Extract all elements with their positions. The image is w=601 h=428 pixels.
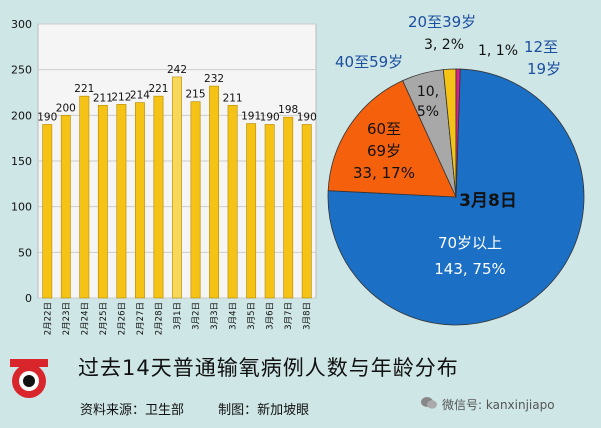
bar [301, 124, 312, 299]
bar-value-label: 211 [223, 92, 243, 104]
pie-slice-label: 143, 75% [434, 260, 506, 278]
x-tick-label: 3月7日 [284, 302, 294, 330]
bar [97, 104, 108, 299]
bar [246, 123, 257, 299]
bar-value-label: 198 [278, 104, 298, 116]
bar [153, 95, 164, 299]
bar [60, 115, 71, 299]
bar-value-label: 190 [297, 111, 317, 123]
pie-outside-label: 12至 [524, 38, 558, 56]
source-text: 资料来源：卫生部 [80, 403, 185, 418]
watermark: 微信号: kanxinjiapo [420, 396, 555, 413]
y-tick-label: 100 [11, 201, 32, 214]
x-tick-label: 3月3日 [210, 302, 220, 330]
bar [264, 124, 275, 299]
bar-value-label: 211 [93, 92, 113, 104]
bar [135, 102, 145, 299]
bar-value-label: 215 [186, 89, 206, 101]
bar [172, 76, 182, 299]
pie-slice [455, 68, 461, 198]
bar-value-label: 232 [204, 73, 224, 85]
bar-value-label: 214 [130, 90, 150, 102]
bar [283, 116, 294, 299]
y-tick-label: 250 [11, 64, 32, 77]
x-tick-label: 2月26日 [117, 302, 127, 335]
y-tick-label: 0 [25, 292, 32, 305]
credit-text: 制图：新加坡眼 [218, 403, 310, 418]
page-title: 过去14天普通输氧病例人数与年龄分布 [78, 356, 459, 380]
x-tick-label: 2月27日 [136, 302, 146, 335]
x-tick-label: 2月23日 [62, 302, 72, 335]
bar-value-label: 191 [241, 111, 261, 123]
bar [79, 95, 90, 299]
x-tick-label: 2月24日 [80, 302, 90, 335]
bar-value-label: 212 [111, 91, 131, 103]
y-tick-label: 200 [11, 109, 32, 122]
pie-title: 3月8日 [459, 191, 517, 211]
pie-slice-label: 10, [417, 84, 439, 100]
x-tick-label: 3月2日 [192, 302, 202, 330]
bar-value-label: 190 [260, 111, 280, 123]
wechat-icon [420, 396, 438, 413]
pie-slice-label: 5% [417, 104, 439, 120]
y-tick-label: 300 [11, 18, 32, 31]
bar-value-label: 221 [74, 83, 94, 95]
pie-outside-label: 19岁 [527, 60, 561, 78]
bar-value-label: 190 [37, 111, 57, 123]
x-tick-label: 3月8日 [303, 302, 313, 330]
pie-slice-label: 33, 17% [353, 164, 415, 182]
x-tick-label: 2月22日 [43, 302, 53, 335]
pie-outside-label: 1, 1% [478, 43, 518, 59]
x-tick-label: 2月25日 [99, 302, 109, 335]
pie-chart: 3月8日 70岁以上 143, 75% 60至 69岁 33, 17% 10, 5% 40至59… [327, 13, 585, 326]
watermark-text: 微信号: kanxinjiapo [442, 398, 555, 412]
pie-outside-label: 20至39岁 [408, 13, 476, 31]
x-tick-label: 3月1日 [173, 302, 183, 330]
bar-value-label: 242 [167, 64, 187, 76]
bar-value-label: 221 [148, 83, 168, 95]
bar [42, 124, 53, 299]
logo [10, 359, 48, 398]
bar [209, 85, 220, 299]
x-tick-label: 3月6日 [266, 302, 276, 330]
x-tick-label: 3月4日 [229, 302, 239, 330]
x-tick-label: 3月5日 [247, 302, 257, 330]
bar [116, 104, 127, 299]
y-tick-label: 50 [18, 246, 32, 259]
pie-slice-label: 69岁 [367, 142, 401, 160]
y-tick-label: 150 [11, 155, 32, 168]
pie-slice-label: 70岁以上 [438, 234, 502, 252]
pie-outside-label: 3, 2% [424, 37, 464, 53]
source-line: 资料来源：卫生部 制图：新加坡眼 [80, 399, 339, 418]
x-tick-label: 2月28日 [154, 302, 164, 335]
bar-chart: 0 50 100 150 200 250 300 190 2月22日 200 2月23日 221 2月2… [11, 18, 317, 335]
bar [190, 101, 201, 299]
bar-value-label: 200 [56, 102, 76, 114]
pie-outside-label: 40至59岁 [335, 53, 403, 71]
pie-slice [327, 80, 457, 198]
pie-slice-label: 60至 [367, 120, 401, 138]
bar [227, 104, 238, 299]
